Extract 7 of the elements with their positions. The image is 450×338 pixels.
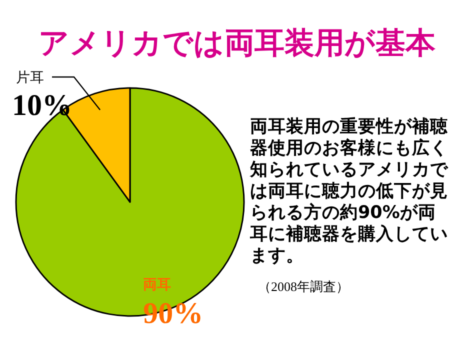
data-label: 10% xyxy=(12,89,72,122)
text: 両耳装用の重要性が補聴器使用のお客様にも広く知られているアメリカでは両耳に聴力の低下が見られる方の約90%が両耳に補聴器を購入しています。 xyxy=(249,116,449,266)
slice-label: 片耳 xyxy=(16,70,44,86)
data-label: 90% xyxy=(143,297,204,330)
chart-title: アメリカでは両耳装用が基本 xyxy=(38,26,436,61)
text: （2008年調査） xyxy=(258,279,349,294)
slice-label: 両耳 xyxy=(143,277,172,294)
